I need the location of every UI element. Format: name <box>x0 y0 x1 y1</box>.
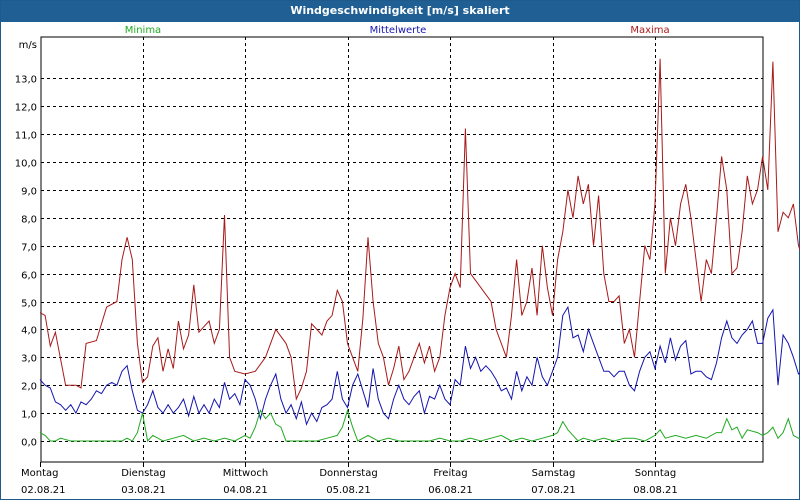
y-tick-label: 7,0 <box>21 243 37 254</box>
legend-item-minima: Minima <box>125 25 161 36</box>
y-tick-label: 0,0 <box>21 438 37 449</box>
x-tick-weekday: Mittwoch <box>223 468 268 479</box>
x-tick-weekday: Samstag <box>532 468 576 479</box>
x-tick-date: 02.08.21 <box>21 485 66 496</box>
series-layer <box>39 58 800 443</box>
x-tick-date: 04.08.21 <box>223 485 268 496</box>
y-tick-label: 13,0 <box>15 75 37 86</box>
x-tick-weekday: Donnerstag <box>319 468 377 479</box>
grid-layer <box>41 37 763 462</box>
x-tick-weekday: Sonntag <box>635 468 677 479</box>
y-tick-label: 8,0 <box>21 215 37 226</box>
y-tick-label: 3,0 <box>21 354 37 365</box>
x-tick-date: 03.08.21 <box>121 485 166 496</box>
y-tick-label: 6,0 <box>21 271 37 282</box>
legend-item-mittelwerte: Mittelwerte <box>370 25 427 36</box>
x-tick-date: 05.08.21 <box>326 485 371 496</box>
y-tick-label: 11,0 <box>15 131 37 142</box>
plot-area-border <box>40 36 764 463</box>
y-tick-label: 2,0 <box>21 382 37 393</box>
x-tick-date: 07.08.21 <box>531 485 576 496</box>
series-line-mittelwerte <box>39 305 800 426</box>
axis-layer: 0,0 1,0 2,0 3,0 4,0 5,0 6,0 7,0 8,0 9,0 10,0 11,0 12… <box>15 40 678 496</box>
series-line-minima <box>39 408 800 443</box>
y-axis-label: m/s <box>19 40 37 51</box>
y-tick-label: 5,0 <box>21 299 37 310</box>
x-tick-date: 06.08.21 <box>428 485 473 496</box>
y-tick-label: 10,0 <box>15 159 37 170</box>
y-tick-label: 12,0 <box>15 103 37 114</box>
legend: Minima Mittelwerte Maxima <box>125 25 670 36</box>
series-line-maxima <box>39 58 800 401</box>
x-tick-weekday: Dienstag <box>121 468 166 479</box>
y-tick-label: 9,0 <box>21 187 37 198</box>
window-title: Windgeschwindigkeit [m/s] skaliert <box>1 1 799 22</box>
y-tick-label: 1,0 <box>21 410 37 421</box>
x-tick-weekday: Freitag <box>433 468 467 479</box>
legend-item-maxima: Maxima <box>630 25 669 36</box>
x-tick-date: 08.08.21 <box>633 485 678 496</box>
y-tick-label: 4,0 <box>21 326 37 337</box>
x-tick-weekday: Montag <box>21 468 58 479</box>
